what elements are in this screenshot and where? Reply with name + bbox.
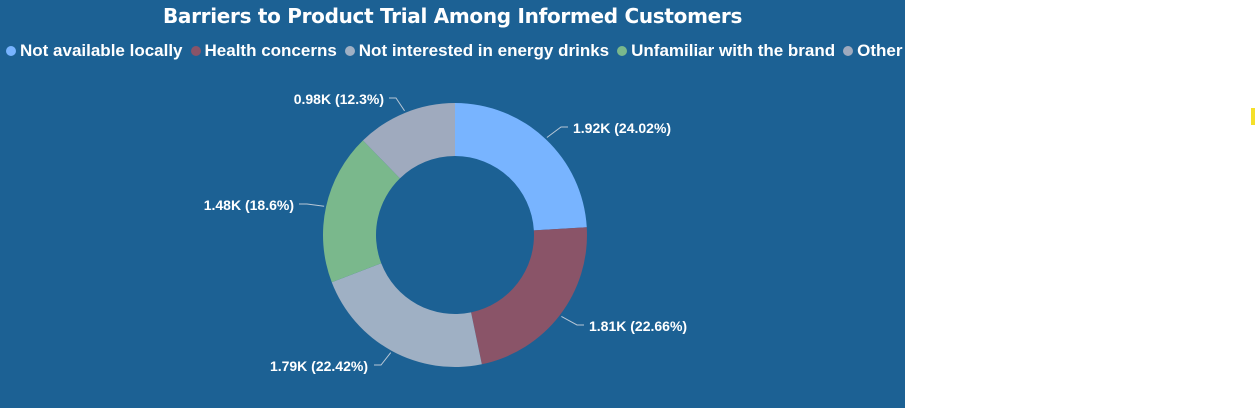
leader-line: [546, 126, 568, 138]
legend-marker: [344, 46, 355, 56]
legend-label: Not interested in energy drinks: [358, 41, 610, 60]
legend-item[interactable]: Unfamiliar with the brand: [617, 41, 835, 61]
legend-marker: [6, 46, 16, 56]
donut-slice[interactable]: [455, 103, 587, 231]
data-label: 1.92K (24.02%): [573, 120, 671, 136]
legend-label: Other: [857, 41, 903, 60]
data-label: 1.81K (22.66%): [589, 318, 687, 334]
legend-marker: [617, 46, 628, 56]
donut-slice[interactable]: [362, 103, 455, 179]
legend-marker: [843, 46, 854, 56]
chart-panel: Barriers to Product Trial Among Informed…: [0, 0, 905, 408]
edge-marker: [1251, 108, 1255, 125]
donut-chart: 1.92K (24.02%) 1.81K (22.66%) 1.79K (22.42…: [204, 91, 687, 374]
chart-legend: Not available locally Health concerns Not …: [6, 41, 911, 61]
legend-label: Health concerns: [204, 41, 337, 60]
leader-line: [299, 203, 325, 207]
legend-item[interactable]: Not interested in energy drinks: [344, 41, 610, 61]
legend-item[interactable]: Other: [843, 41, 903, 61]
donut-slice[interactable]: [471, 227, 587, 365]
chart-title: Barriers to Product Trial Among Informed…: [162, 4, 743, 28]
legend-marker: [190, 46, 201, 56]
leader-line: [374, 352, 392, 366]
data-label: 1.79K (22.42%): [270, 358, 368, 374]
legend-item[interactable]: Health concerns: [190, 41, 337, 61]
donut-slice[interactable]: [331, 263, 482, 367]
donut-slice[interactable]: [323, 140, 400, 283]
data-label: 1.48K (18.6%): [204, 197, 294, 213]
leader-line: [561, 316, 584, 326]
leader-line: [389, 97, 405, 112]
legend-label: Unfamiliar with the brand: [631, 41, 836, 60]
data-label: 0.98K (12.3%): [294, 91, 384, 107]
legend-label: Not available locally: [20, 41, 183, 60]
legend-item[interactable]: Not available locally: [6, 41, 183, 61]
